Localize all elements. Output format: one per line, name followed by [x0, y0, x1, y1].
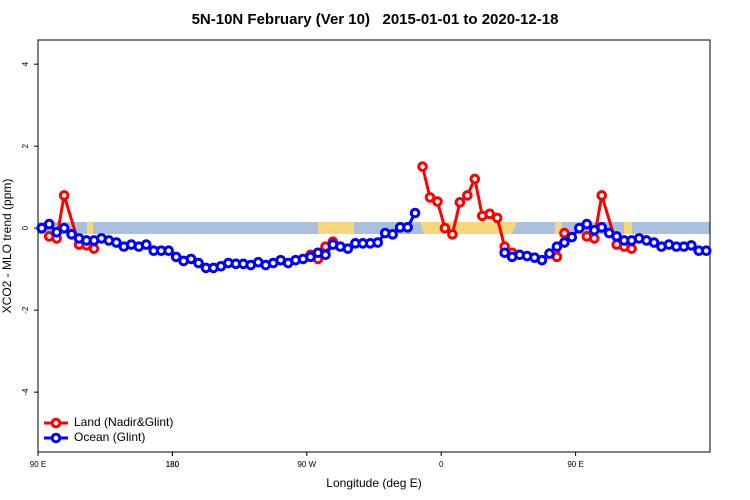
point — [536, 254, 548, 266]
land-patch — [87, 222, 93, 234]
point — [185, 253, 197, 265]
point — [372, 237, 384, 248]
point — [559, 237, 570, 248]
x-tick-label: 90 E — [567, 460, 583, 469]
x-tick-label: 90 W — [297, 460, 316, 469]
x-axis-label: Longitude (deg E) — [326, 476, 421, 490]
point — [469, 173, 481, 185]
point — [163, 245, 174, 257]
point — [544, 248, 555, 259]
point — [574, 222, 585, 234]
ocean-band — [38, 222, 710, 234]
x-tick-label: 90 E — [30, 460, 46, 469]
point — [588, 233, 600, 244]
point — [424, 192, 436, 203]
point — [491, 212, 503, 224]
point — [36, 222, 48, 234]
point — [170, 251, 182, 263]
point — [66, 229, 77, 240]
point — [88, 243, 100, 254]
point — [700, 245, 712, 257]
y-tick-label: -4 — [21, 388, 30, 396]
legend-label: Ocean (Glint) — [74, 430, 145, 444]
point — [320, 249, 331, 261]
point — [111, 237, 122, 248]
point — [551, 241, 563, 252]
point — [686, 240, 697, 251]
point — [648, 237, 660, 248]
y-axis-label: XCO2 - MLO trend (ppm) — [0, 179, 14, 314]
point — [58, 190, 70, 201]
legend-marker — [50, 417, 62, 429]
point — [342, 243, 354, 254]
legend-marker — [50, 432, 62, 444]
point — [454, 197, 466, 208]
point — [409, 207, 421, 219]
point — [402, 222, 413, 233]
land-patch — [318, 222, 354, 234]
legend-label: Land (Nadir&Glint) — [74, 415, 173, 429]
point — [596, 222, 608, 233]
point — [626, 243, 637, 254]
point — [499, 247, 510, 259]
point — [58, 222, 70, 234]
point — [43, 218, 55, 230]
point — [193, 257, 204, 269]
point — [387, 229, 398, 240]
plot-frame — [37, 39, 711, 453]
y-tick-label: 2 — [21, 143, 30, 148]
point — [417, 161, 428, 172]
point — [439, 222, 451, 234]
y-tick-label: -2 — [21, 306, 30, 314]
point — [447, 229, 458, 240]
y-tick-label: 0 — [21, 225, 30, 230]
x-tick-label: 180 — [166, 460, 180, 469]
land-patch — [555, 222, 562, 234]
point — [581, 218, 593, 230]
point — [559, 227, 570, 239]
point — [484, 208, 496, 220]
point — [51, 226, 62, 238]
chart-title: 5N-10N February (Ver 10) 2015-01-01 to 2… — [192, 11, 559, 28]
x-tick-label: 0 — [439, 460, 444, 469]
point — [140, 239, 152, 250]
point — [305, 251, 316, 263]
point — [566, 231, 578, 243]
y-tick-label: 4 — [21, 61, 30, 66]
point — [611, 231, 622, 242]
point — [596, 190, 608, 201]
point — [462, 190, 473, 201]
land-patch — [624, 222, 632, 234]
x-tick-label: 180 — [166, 460, 180, 469]
point — [432, 196, 443, 207]
